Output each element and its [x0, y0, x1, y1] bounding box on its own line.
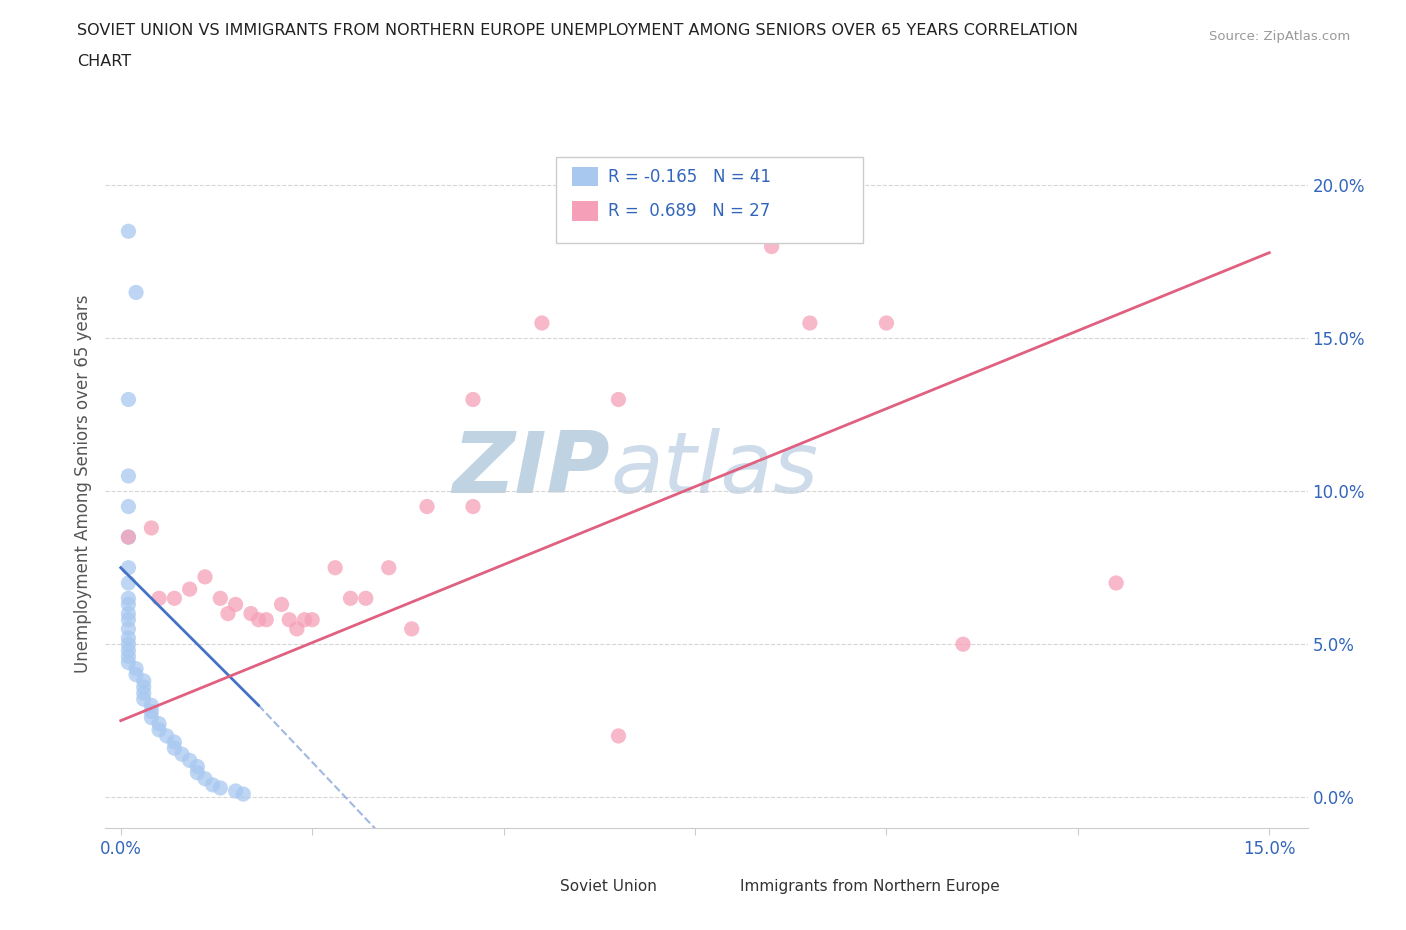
- Point: [132, 680, 155, 695]
- Point: [225, 784, 247, 799]
- Point: [461, 392, 484, 407]
- Point: [186, 765, 208, 780]
- Point: [1105, 576, 1128, 591]
- Point: [148, 716, 170, 731]
- FancyBboxPatch shape: [526, 875, 553, 898]
- Point: [125, 285, 148, 299]
- Point: [117, 392, 139, 407]
- Point: [141, 704, 163, 719]
- FancyBboxPatch shape: [557, 157, 863, 243]
- Point: [799, 315, 821, 330]
- Point: [201, 777, 224, 792]
- Point: [117, 637, 139, 652]
- Point: [179, 581, 201, 596]
- Point: [761, 239, 783, 254]
- Point: [194, 771, 217, 786]
- Point: [239, 606, 262, 621]
- Point: [401, 621, 423, 636]
- Point: [148, 591, 170, 605]
- Point: [117, 643, 139, 658]
- Text: CHART: CHART: [77, 54, 131, 69]
- Point: [875, 315, 897, 330]
- Point: [323, 560, 346, 575]
- Point: [232, 787, 254, 802]
- Point: [301, 612, 323, 627]
- FancyBboxPatch shape: [572, 202, 599, 220]
- Point: [354, 591, 377, 605]
- Point: [461, 499, 484, 514]
- Text: atlas: atlas: [610, 429, 818, 512]
- Y-axis label: Unemployment Among Seniors over 65 years: Unemployment Among Seniors over 65 years: [75, 295, 93, 672]
- Point: [156, 728, 179, 743]
- Point: [117, 469, 139, 484]
- Point: [117, 576, 139, 591]
- Point: [117, 655, 139, 670]
- Point: [607, 392, 630, 407]
- Point: [247, 612, 270, 627]
- Point: [416, 499, 439, 514]
- Point: [209, 591, 232, 605]
- Point: [163, 740, 186, 755]
- Point: [117, 499, 139, 514]
- Point: [117, 612, 139, 627]
- Point: [179, 753, 201, 768]
- Point: [117, 224, 139, 239]
- Point: [270, 597, 292, 612]
- FancyBboxPatch shape: [707, 875, 733, 898]
- Text: Source: ZipAtlas.com: Source: ZipAtlas.com: [1209, 30, 1350, 43]
- Point: [117, 621, 139, 636]
- Point: [254, 612, 277, 627]
- Point: [132, 692, 155, 707]
- Point: [132, 673, 155, 688]
- Point: [186, 759, 208, 774]
- Point: [278, 612, 301, 627]
- Point: [125, 661, 148, 676]
- Point: [132, 685, 155, 700]
- Point: [117, 606, 139, 621]
- FancyBboxPatch shape: [572, 167, 599, 186]
- Text: R =  0.689   N = 27: R = 0.689 N = 27: [607, 202, 770, 220]
- Text: SOVIET UNION VS IMMIGRANTS FROM NORTHERN EUROPE UNEMPLOYMENT AMONG SENIORS OVER : SOVIET UNION VS IMMIGRANTS FROM NORTHERN…: [77, 23, 1078, 38]
- Text: Immigrants from Northern Europe: Immigrants from Northern Europe: [740, 880, 1000, 895]
- Point: [141, 521, 163, 536]
- Text: R = -0.165   N = 41: R = -0.165 N = 41: [607, 167, 770, 186]
- Point: [125, 668, 148, 683]
- Point: [294, 612, 316, 627]
- Point: [217, 606, 239, 621]
- Point: [285, 621, 308, 636]
- Text: Soviet Union: Soviet Union: [560, 880, 657, 895]
- Point: [377, 560, 399, 575]
- Point: [117, 597, 139, 612]
- Point: [148, 723, 170, 737]
- Point: [117, 591, 139, 605]
- Point: [163, 735, 186, 750]
- Point: [530, 315, 553, 330]
- Point: [952, 637, 974, 652]
- Point: [194, 569, 217, 584]
- Point: [163, 591, 186, 605]
- Point: [117, 649, 139, 664]
- Point: [339, 591, 361, 605]
- Point: [141, 711, 163, 725]
- Point: [209, 780, 232, 795]
- Point: [117, 530, 139, 545]
- Point: [170, 747, 193, 762]
- Point: [117, 560, 139, 575]
- Point: [607, 728, 630, 743]
- Point: [141, 698, 163, 712]
- Point: [117, 631, 139, 645]
- Point: [225, 597, 247, 612]
- Text: ZIP: ZIP: [453, 429, 610, 512]
- Point: [117, 530, 139, 545]
